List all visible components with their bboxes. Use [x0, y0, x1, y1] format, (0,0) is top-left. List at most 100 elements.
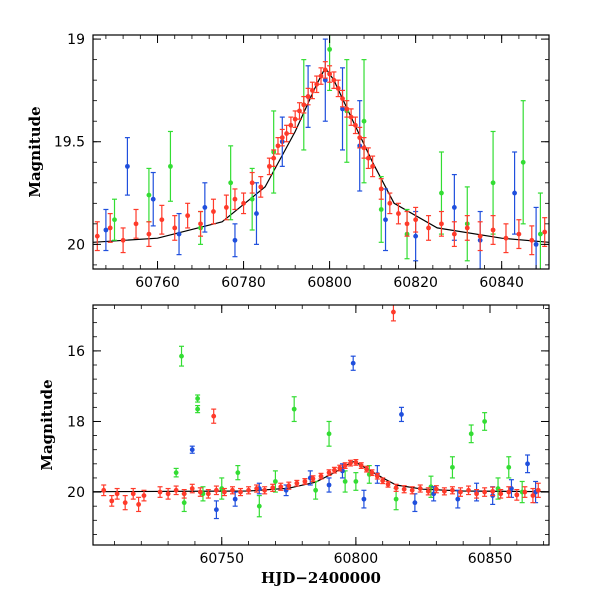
- bottom-data-point: [401, 485, 407, 494]
- top-marker: [107, 225, 113, 231]
- bottom-marker: [213, 487, 219, 493]
- top-data-point: [103, 208, 109, 252]
- bottom-marker: [278, 484, 284, 490]
- bottom-data-point: [235, 464, 241, 481]
- top-data-point: [258, 176, 264, 198]
- bottom-data-point: [385, 480, 391, 488]
- bottom-marker: [514, 492, 520, 498]
- bottom-marker: [530, 493, 536, 498]
- bottom-data-point: [364, 465, 370, 473]
- bottom-marker: [294, 480, 300, 486]
- bottom-data-point: [254, 484, 260, 493]
- top-y-tick-label: 19.5: [54, 135, 85, 151]
- bottom-marker: [342, 479, 348, 484]
- top-axis-ticks: 60760 60780 60800 60820 60840 19 19.5 20: [54, 32, 549, 291]
- top-data-point: [228, 145, 234, 221]
- bottom-marker: [109, 498, 115, 504]
- bottom-marker: [522, 489, 528, 495]
- bottom-plot-frame: [92, 304, 550, 546]
- top-data-point: [537, 192, 543, 269]
- bottom-data-point: [342, 462, 348, 470]
- top-marker: [378, 207, 384, 212]
- top-data-point: [387, 192, 393, 215]
- bottom-data-point: [337, 464, 343, 472]
- bottom-data-point: [428, 475, 434, 498]
- bottom-data-point: [205, 488, 211, 499]
- top-data-point: [176, 212, 182, 256]
- top-data-point: [150, 171, 156, 227]
- top-marker: [292, 116, 298, 122]
- bottom-data-point: [278, 482, 284, 491]
- bottom-panel: 60750 60800 60850 16 18 20 Magnitude HJD−2400…: [38, 304, 550, 587]
- bottom-data-point: [425, 487, 431, 496]
- top-marker: [297, 108, 302, 114]
- bottom-data-point: [130, 487, 136, 500]
- top-marker: [159, 217, 165, 223]
- top-data-point: [241, 192, 247, 215]
- top-data-point: [210, 198, 216, 225]
- top-data-point: [361, 59, 367, 184]
- top-data-point: [477, 221, 483, 252]
- top-x-tick-label: 60760: [135, 275, 180, 291]
- bottom-marker: [273, 479, 278, 484]
- top-marker: [520, 159, 526, 165]
- top-data-point: [340, 89, 346, 108]
- top-data-point: [133, 208, 139, 239]
- top-data-point: [529, 225, 535, 256]
- bottom-data-point: [189, 445, 195, 454]
- bottom-data-point: [173, 467, 179, 478]
- bottom-marker: [506, 489, 512, 495]
- top-data-point: [172, 215, 178, 241]
- bottom-marker: [141, 493, 147, 498]
- bottom-marker: [222, 489, 227, 495]
- top-marker: [271, 155, 277, 161]
- top-data-point: [232, 188, 238, 211]
- bottom-marker: [235, 470, 241, 476]
- bottom-marker: [283, 487, 289, 493]
- top-marker: [327, 46, 333, 52]
- bottom-data-point: [141, 489, 147, 502]
- top-marker: [490, 227, 496, 233]
- top-marker: [223, 205, 229, 210]
- bottom-marker: [350, 360, 356, 366]
- bottom-data-point: [122, 494, 128, 511]
- bottom-data-point: [449, 456, 455, 479]
- top-data-point: [284, 124, 290, 143]
- bottom-marker: [246, 487, 251, 493]
- top-marker: [439, 221, 444, 227]
- top-marker: [383, 217, 388, 223]
- bottom-marker: [385, 481, 391, 487]
- top-marker: [361, 145, 367, 151]
- top-y-tick-label: 19: [67, 32, 85, 48]
- top-data-point: [395, 202, 401, 225]
- top-marker: [228, 180, 234, 186]
- top-data-point: [361, 137, 367, 159]
- bottom-marker: [286, 483, 292, 489]
- bottom-data-point: [525, 454, 531, 474]
- bottom-marker: [181, 500, 187, 506]
- top-marker: [120, 237, 126, 243]
- top-data-point: [202, 182, 208, 233]
- top-data-point: [124, 137, 130, 196]
- bottom-marker: [450, 487, 455, 493]
- bottom-marker: [310, 476, 316, 482]
- top-marker: [146, 231, 152, 237]
- bottom-marker: [122, 500, 128, 506]
- top-data-point: [314, 75, 320, 94]
- bottom-marker: [179, 353, 184, 359]
- bottom-marker: [232, 496, 238, 502]
- bottom-marker: [401, 486, 407, 492]
- bottom-data-point: [358, 462, 364, 470]
- bottom-marker: [302, 479, 308, 484]
- top-data-point: [451, 221, 457, 248]
- top-marker: [146, 192, 152, 198]
- bottom-marker: [431, 491, 437, 497]
- top-data-point: [322, 38, 328, 122]
- top-data-point: [331, 71, 337, 89]
- bottom-axis-ticks: 60750 60800 60850 16 18 20: [67, 305, 549, 567]
- top-marker: [322, 77, 328, 83]
- top-data-point: [292, 110, 298, 128]
- top-marker: [490, 180, 496, 186]
- top-marker: [279, 135, 285, 141]
